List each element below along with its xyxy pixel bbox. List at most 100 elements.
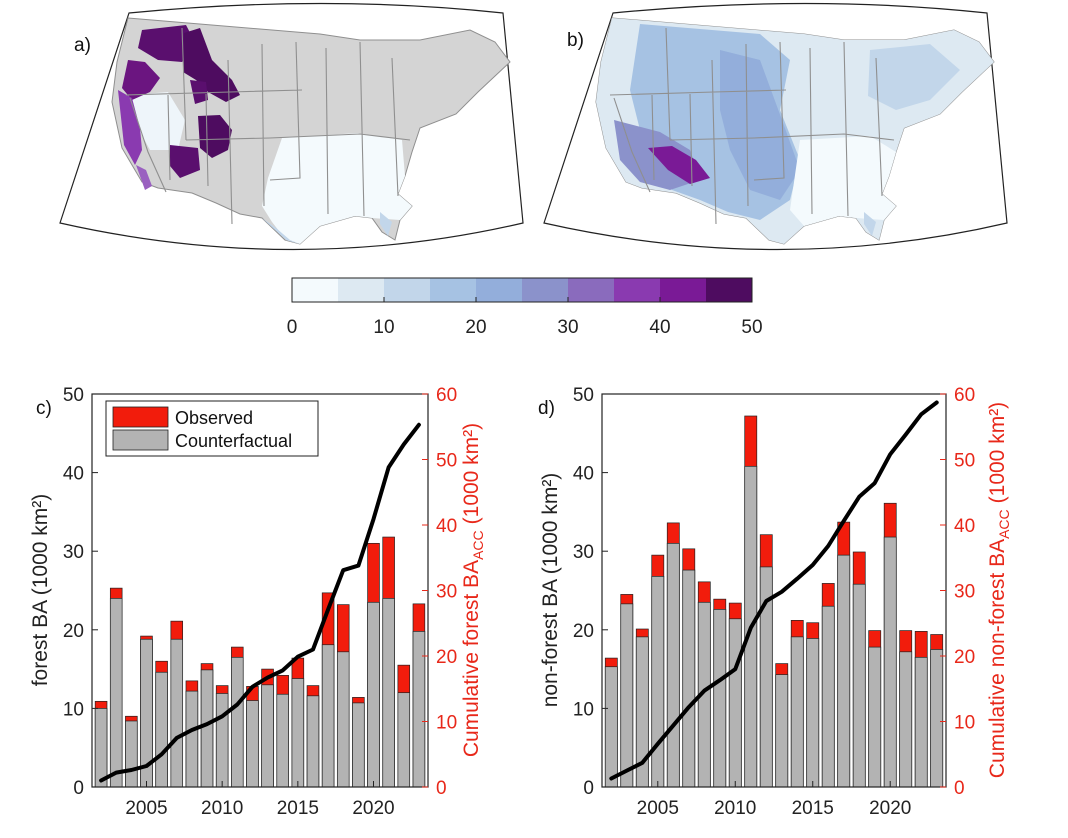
map-a-state-lines: [125, 27, 411, 225]
y-right-tick-label: 60: [436, 385, 457, 406]
map-b-plains-fill: [720, 50, 800, 200]
bar-counterfactual: [666, 542, 680, 788]
x-tick-label: 2020: [352, 798, 394, 819]
panel-d-cumulative-line: [609, 400, 939, 781]
bar-counterfactual: [883, 536, 897, 788]
colorbar-cell: [614, 278, 661, 302]
bar-counterfactual: [412, 631, 426, 788]
panel-d-ylabel-left: non-forest BA (1000 km²): [539, 473, 562, 708]
map-a-oregon-dark: [122, 60, 160, 100]
bar-counterfactual: [382, 598, 395, 788]
panel-d-ylabel-right-unit: (1000 km²): [986, 402, 1009, 504]
map-a-great-basin-fill: [130, 92, 185, 150]
y-right-tick-label: 30: [436, 582, 457, 603]
colorbar-tick-label: 20: [465, 317, 486, 338]
legend-swatch-observed: [112, 406, 169, 428]
panel-d-ylabel-right-sub: ACC: [996, 509, 1012, 539]
x-tick-label: 2015: [277, 798, 319, 819]
bar-counterfactual: [682, 569, 696, 788]
map-b-northeast-fill: [868, 44, 960, 110]
map-b-arizona-dark: [648, 146, 710, 184]
bar-counterfactual: [276, 693, 289, 788]
bar-counterfactual: [352, 702, 365, 788]
panel-c-bars: [94, 536, 426, 788]
bar-counterfactual: [728, 618, 742, 788]
bar-counterfactual: [397, 692, 411, 788]
bar-counterfactual: [852, 583, 866, 788]
x-tick-label: 2010: [201, 798, 243, 819]
y-tick-label: 20: [573, 621, 594, 642]
bar-counterfactual: [94, 708, 108, 788]
map-b-state-lines: [609, 27, 895, 225]
bar-counterfactual: [930, 649, 944, 788]
bar-counterfactual: [231, 656, 244, 788]
panel-d-left-ticks: 0 10 20 30 40 50: [573, 385, 608, 799]
y-tick-label: 50: [573, 385, 594, 406]
panel-d-ylabel-right: Cumulative non-forest BAACC (1000 km²): [986, 402, 1012, 778]
y-right-tick-label: 30: [954, 582, 975, 603]
colorbar-ticks: 0 10 20 30 40 50: [287, 297, 763, 338]
bar-counterfactual: [336, 651, 350, 788]
bar-counterfactual: [806, 638, 820, 788]
x-tick-label: 2020: [869, 798, 911, 819]
panel-c-legend: Observed Counterfactual: [105, 400, 319, 457]
map-a: a): [59, 2, 524, 251]
y-tick-label: 10: [63, 699, 84, 720]
x-tick-label: 2010: [714, 798, 756, 819]
panel-d-x-ticks: 2005 2010 2015 2020: [637, 781, 911, 819]
bar-counterfactual: [713, 609, 727, 788]
map-b-southeast-fill: [790, 136, 896, 226]
panel-d-ylabel-right-main: Cumulative non-forest BA: [986, 539, 1009, 778]
bar-counterfactual: [868, 646, 882, 788]
y-tick-label: 50: [63, 385, 84, 406]
legend-label-counterfactual: Counterfactual: [175, 431, 292, 451]
panel-c-ylabel-right-unit: (1000 km²): [460, 423, 483, 525]
y-tick-label: 0: [73, 778, 84, 799]
y-right-tick-label: 40: [436, 516, 457, 537]
bar-counterfactual: [821, 605, 835, 788]
panel-c-cumulative-line: [99, 422, 421, 783]
y-right-tick-label: 60: [954, 385, 975, 406]
legend-swatch-counterfactual: [112, 429, 169, 451]
bar-counterfactual: [200, 669, 214, 788]
y-tick-label: 20: [63, 621, 84, 642]
bar-counterfactual: [321, 644, 335, 788]
panel-c-left-ticks: 0 10 20 30 40 50: [63, 385, 98, 799]
y-right-tick-label: 20: [954, 647, 975, 668]
map-b-florida-fill: [864, 212, 876, 236]
colorbar-cell: [660, 278, 707, 302]
map-b-shading: [596, 18, 994, 244]
panel-c-panel-label: c): [36, 398, 52, 419]
map-b: b): [543, 2, 1008, 251]
map-a-wyoming-dark: [190, 80, 208, 104]
bar-counterfactual: [620, 603, 634, 788]
bar-counterfactual: [899, 651, 913, 788]
bar-counterfactual: [604, 666, 618, 788]
colorbar-cell: [706, 278, 753, 302]
bar-counterfactual: [215, 693, 229, 788]
bar-counterfactual: [651, 576, 665, 788]
map-a-socal-mid: [136, 165, 152, 190]
colorbar-tick-label: 50: [741, 317, 762, 338]
y-right-tick-label: 40: [954, 516, 975, 537]
y-right-tick-label: 50: [954, 451, 975, 472]
bar-counterfactual: [837, 554, 851, 788]
colorbar-cell: [476, 278, 523, 302]
map-a-idaho-dark: [183, 28, 240, 102]
y-right-tick-label: 10: [954, 713, 975, 734]
y-tick-label: 0: [583, 778, 594, 799]
colorbar-cell: [292, 278, 339, 302]
bar-counterfactual: [790, 636, 804, 788]
panel-c-ylabel-right-sub: ACC: [470, 530, 486, 560]
bar-counterfactual: [246, 700, 259, 788]
bar-counterfactual: [261, 684, 274, 788]
y-tick-label: 30: [573, 542, 594, 563]
colorbar-tick-label: 0: [287, 317, 298, 338]
y-tick-label: 10: [573, 699, 594, 720]
colorbar-tick-label: 30: [557, 317, 578, 338]
bar-counterfactual: [185, 690, 199, 788]
y-right-tick-label: 50: [436, 451, 457, 472]
